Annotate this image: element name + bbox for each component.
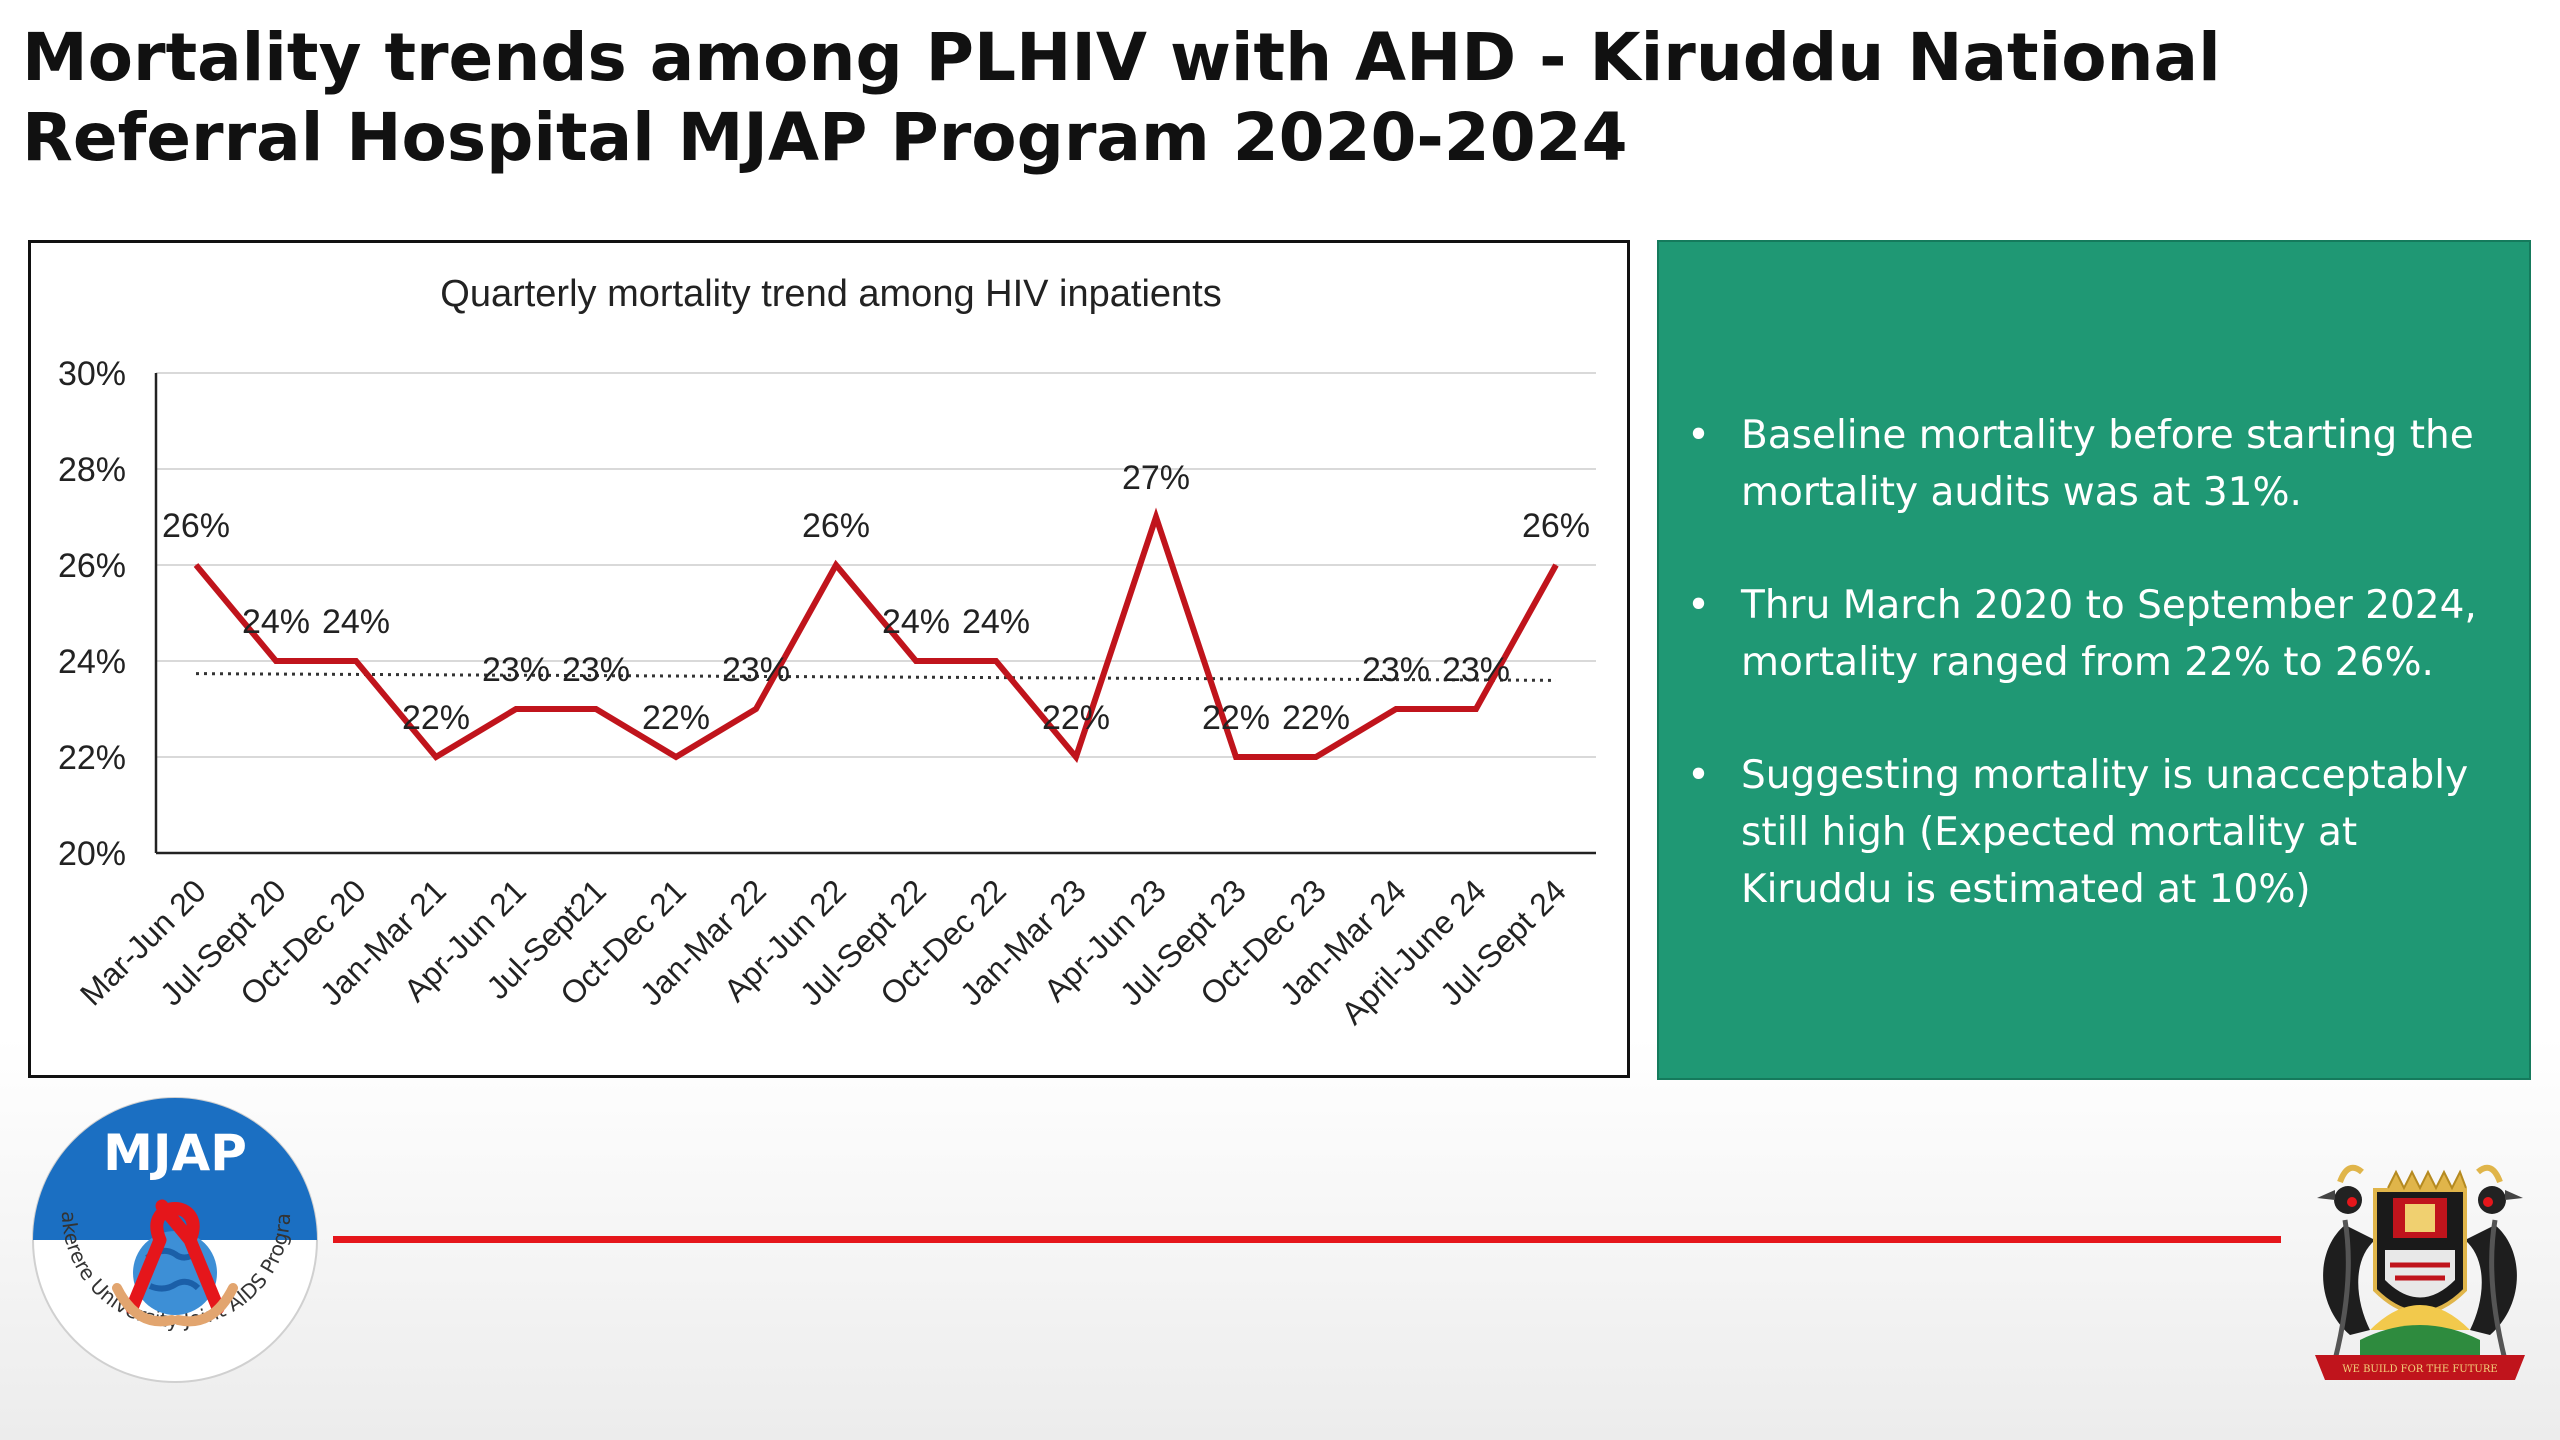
data-point: [595, 708, 597, 710]
data-point: [675, 756, 677, 758]
slide-title: Mortality trends among PLHIV with AHD - …: [22, 19, 2221, 176]
data-label: 24%: [882, 603, 950, 641]
data-point: [1395, 708, 1397, 710]
bullet-item: • Thru March 2020 to September 2024, mort…: [1679, 577, 2519, 691]
y-tick-label: 24%: [58, 643, 126, 681]
y-tick-label: 28%: [58, 451, 126, 489]
data-point: [1555, 564, 1557, 566]
data-point: [1155, 516, 1157, 518]
data-label: 23%: [722, 651, 790, 689]
data-label: 23%: [1362, 651, 1430, 689]
bullet-text: Baseline mortality before starting the m…: [1741, 413, 2474, 515]
mjap-logo-name: MJAP: [103, 1124, 247, 1182]
summary-panel: • Baseline mortality before starting the …: [1657, 240, 2531, 1080]
mjap-logo: MJAP Makerere University Joint AIDS Prog…: [22, 1088, 318, 1383]
y-tick-label: 22%: [58, 739, 126, 777]
data-label: 22%: [402, 699, 470, 737]
crane-left-icon: [2317, 1164, 2375, 1361]
data-point: [275, 660, 277, 662]
data-label: 24%: [962, 603, 1030, 641]
data-label: 26%: [162, 507, 230, 545]
bullet-dot-icon: •: [1687, 753, 1711, 798]
bullet-item: • Suggesting mortality is unacceptably st…: [1679, 747, 2519, 918]
bullet-text: Suggesting mortality is unacceptably sti…: [1741, 753, 2469, 912]
shield-icon: [2373, 1169, 2467, 1315]
data-label: 22%: [1042, 699, 1110, 737]
data-point: [515, 708, 517, 710]
data-label: 26%: [1522, 507, 1590, 545]
data-point: [355, 660, 357, 662]
data-point: [435, 756, 437, 758]
crest-motto: WE BUILD FOR THE FUTURE: [2342, 1364, 2497, 1375]
data-label: 22%: [1202, 699, 1270, 737]
data-point: [1475, 708, 1477, 710]
bullet-text: Thru March 2020 to September 2024, morta…: [1741, 583, 2477, 685]
line-chart: Quarterly mortality trend among HIV inpa…: [58, 273, 1596, 1031]
data-label: 22%: [642, 699, 710, 737]
data-point: [915, 660, 917, 662]
y-tick-label: 26%: [58, 547, 126, 585]
footer-divider: [333, 1236, 2281, 1243]
data-label: 23%: [482, 651, 550, 689]
bullet-item: • Baseline mortality before starting the …: [1679, 407, 2519, 521]
bullet-dot-icon: •: [1687, 413, 1711, 458]
y-tick-label: 30%: [58, 355, 126, 393]
data-label: 23%: [1442, 651, 1510, 689]
data-point: [995, 660, 997, 662]
data-point: [1075, 756, 1077, 758]
data-point: [835, 564, 837, 566]
data-label: 24%: [242, 603, 310, 641]
crane-right-icon: [2465, 1164, 2523, 1361]
data-point: [1235, 756, 1237, 758]
data-point: [1315, 756, 1317, 758]
chart-title: Quarterly mortality trend among HIV inpa…: [440, 273, 1221, 315]
makerere-university-crest-icon: WE BUILD FOR THE FUTURE: [2315, 1164, 2525, 1380]
data-point: [755, 708, 757, 710]
series-line: [193, 507, 1559, 764]
bullet-dot-icon: •: [1687, 583, 1711, 628]
sunrise-hills-icon: [2360, 1305, 2480, 1355]
data-label: 24%: [322, 603, 390, 641]
summary-bullet-list: • Baseline mortality before starting the …: [1679, 407, 2519, 974]
red-ribbon-globe-hands-icon: [112, 1199, 238, 1327]
data-label: 23%: [562, 651, 630, 689]
chart-container: Quarterly mortality trend among HIV inpa…: [28, 240, 1630, 1078]
data-label: 26%: [802, 507, 870, 545]
data-label: 27%: [1122, 459, 1190, 497]
trendline: [195, 672, 1557, 682]
data-label: 22%: [1282, 699, 1350, 737]
motto-ribbon: WE BUILD FOR THE FUTURE: [2315, 1355, 2525, 1380]
y-tick-label: 20%: [58, 835, 126, 873]
data-point: [195, 564, 197, 566]
